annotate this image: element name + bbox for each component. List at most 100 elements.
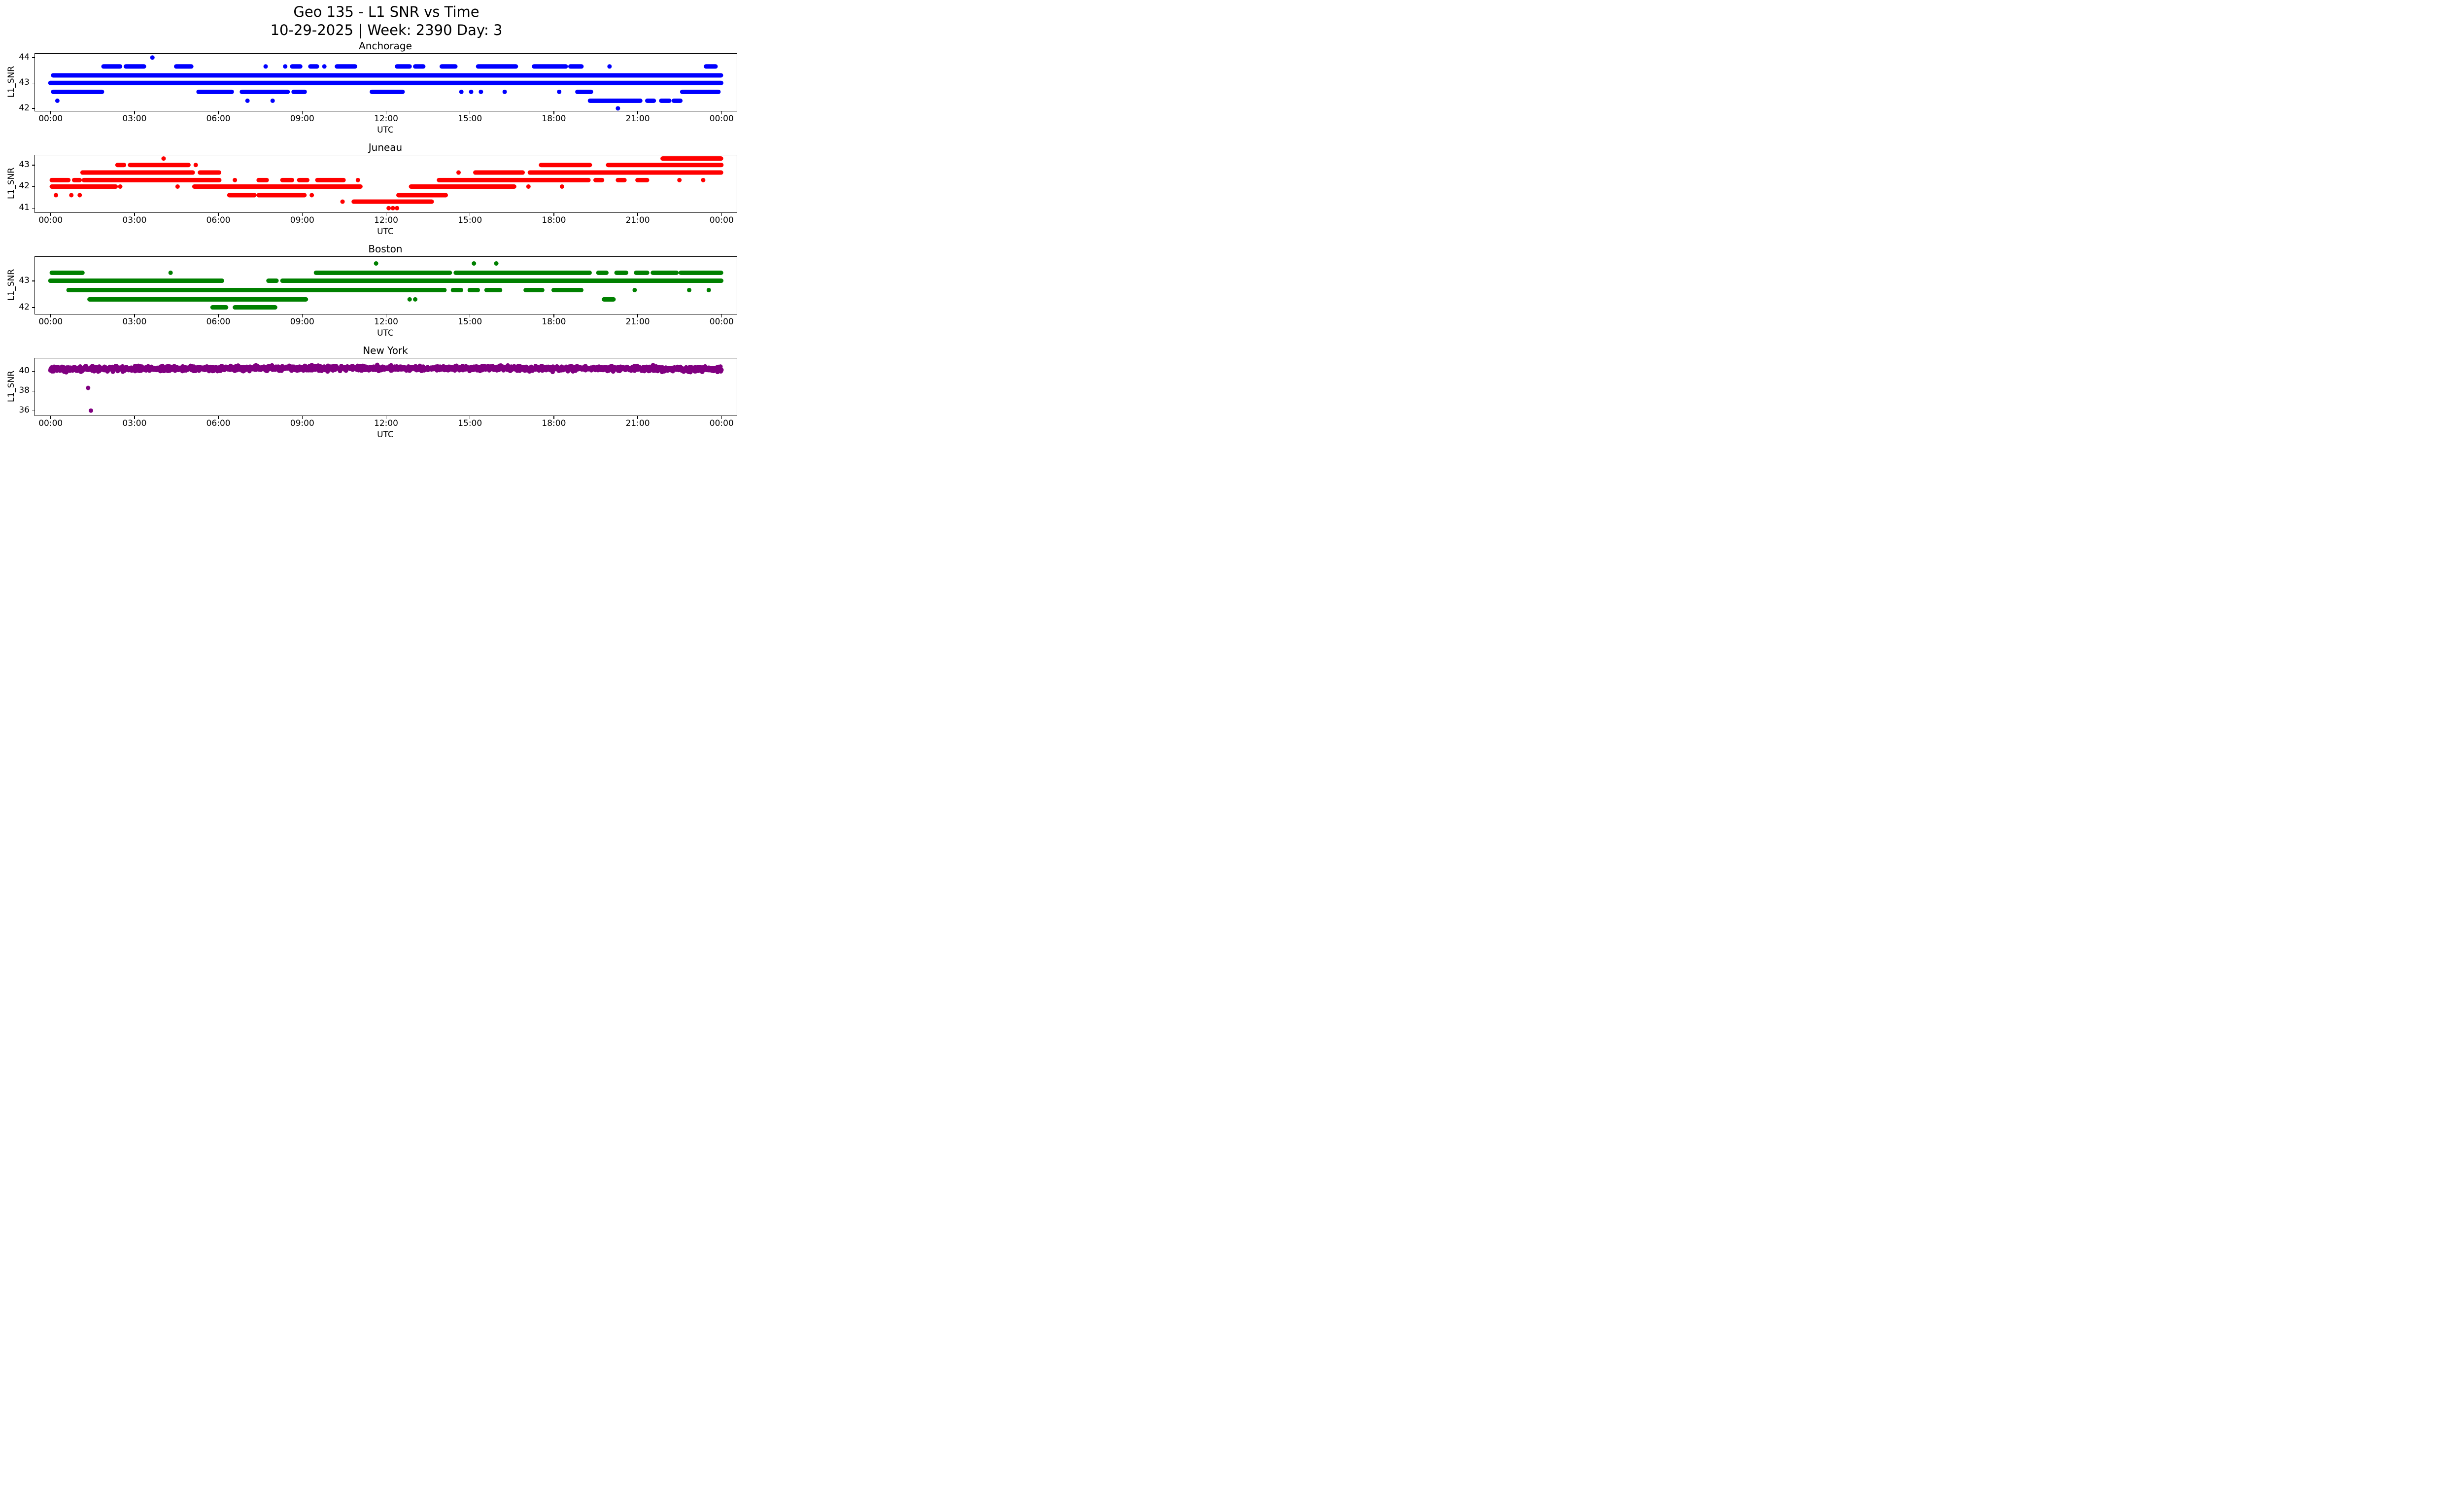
- y-tick-label: 44: [19, 52, 30, 62]
- y-tick-mark: [32, 371, 35, 372]
- x-tick-label: 00:00: [709, 215, 734, 225]
- x-tick-mark: [637, 212, 638, 216]
- x-tick-label: 03:00: [122, 418, 147, 428]
- y-tick-mark: [32, 390, 35, 391]
- x-tick-mark: [50, 212, 51, 216]
- x-tick-label: 18:00: [542, 317, 566, 327]
- subplots-container: Anchorage L1_SNR 42 43 44 00:00 03:00 06:00 09:0…: [0, 39, 773, 440]
- y-tick-mark: [32, 108, 35, 109]
- scatter-canvas-anchorage: [35, 54, 737, 111]
- x-tick-label: 00:00: [709, 114, 734, 124]
- x-tick-label: 06:00: [206, 317, 231, 327]
- subplot-juneau: Juneau L1_SNR 41 42 43 00:00 03:00 06:00 09:00 12…: [0, 141, 773, 237]
- plot-area-boston: [34, 256, 737, 314]
- x-tick-mark: [721, 314, 722, 317]
- x-tick-mark: [302, 416, 303, 419]
- scatter-canvas-new-york: [35, 358, 737, 416]
- x-tick-mark: [637, 314, 638, 317]
- x-tick-mark: [469, 314, 471, 317]
- x-tick-label: 15:00: [458, 114, 482, 124]
- x-tick-label: 00:00: [709, 317, 734, 327]
- x-tick-label: 09:00: [290, 114, 314, 124]
- x-tick-mark: [721, 416, 722, 419]
- x-tick-label: 03:00: [122, 114, 147, 124]
- y-tick-label: 42: [19, 302, 30, 312]
- plot-area-juneau: [34, 155, 737, 213]
- y-tick-label: 43: [19, 77, 30, 88]
- y-tick-label: 38: [19, 385, 30, 395]
- x-axis-label: UTC: [377, 227, 394, 237]
- x-tick-mark: [469, 416, 471, 419]
- x-tick-label: 03:00: [122, 317, 147, 327]
- plot-area-new-york: [34, 358, 737, 416]
- x-tick-label: 12:00: [374, 114, 398, 124]
- x-tick-mark: [218, 416, 219, 419]
- y-tick-mark: [32, 280, 35, 281]
- y-tick-mark: [32, 82, 35, 84]
- y-tick-label: 43: [19, 275, 30, 285]
- y-tick-mark: [32, 208, 35, 209]
- x-tick-mark: [218, 212, 219, 216]
- y-tick-mark: [32, 186, 35, 187]
- x-tick-label: 21:00: [625, 215, 650, 225]
- y-tick-mark: [32, 57, 35, 58]
- x-tick-label: 18:00: [542, 114, 566, 124]
- x-tick-mark: [637, 111, 638, 114]
- x-tick-label: 06:00: [206, 114, 231, 124]
- x-tick-mark: [553, 314, 554, 317]
- x-tick-mark: [50, 416, 51, 419]
- x-tick-label: 06:00: [206, 418, 231, 428]
- x-axis-label: UTC: [377, 328, 394, 338]
- x-tick-label: 21:00: [625, 317, 650, 327]
- figure: Geo 135 - L1 SNR vs Time 10-29-2025 | We…: [0, 0, 773, 449]
- subplot-title-boston: Boston: [368, 243, 403, 255]
- x-tick-label: 12:00: [374, 317, 398, 327]
- x-tick-label: 09:00: [290, 317, 314, 327]
- x-tick-mark: [134, 212, 135, 216]
- x-tick-label: 03:00: [122, 215, 147, 225]
- x-tick-label: 18:00: [542, 418, 566, 428]
- scatter-canvas-boston: [35, 257, 737, 314]
- y-tick-mark: [32, 165, 35, 166]
- y-tick-mark: [32, 410, 35, 411]
- x-tick-mark: [385, 212, 387, 216]
- x-tick-mark: [50, 111, 51, 114]
- x-tick-mark: [553, 416, 554, 419]
- x-tick-label: 00:00: [38, 114, 63, 124]
- x-tick-mark: [302, 212, 303, 216]
- x-tick-mark: [50, 314, 51, 317]
- figure-subtitle: 10-29-2025 | Week: 2390 Day: 3: [270, 22, 503, 38]
- x-tick-mark: [134, 111, 135, 114]
- x-tick-label: 21:00: [625, 418, 650, 428]
- x-tick-mark: [385, 314, 387, 317]
- y-tick-label: 36: [19, 405, 30, 415]
- subplot-anchorage: Anchorage L1_SNR 42 43 44 00:00 03:00 06:00 09:0…: [0, 39, 773, 135]
- x-axis-label: UTC: [377, 125, 394, 135]
- x-tick-label: 12:00: [374, 418, 398, 428]
- x-axis-label: UTC: [377, 430, 394, 440]
- x-tick-mark: [637, 416, 638, 419]
- y-tick-label: 41: [19, 203, 30, 213]
- x-tick-mark: [302, 111, 303, 114]
- x-tick-mark: [385, 111, 387, 114]
- x-tick-mark: [553, 212, 554, 216]
- x-tick-label: 21:00: [625, 114, 650, 124]
- subplot-title-anchorage: Anchorage: [359, 40, 412, 52]
- x-tick-label: 00:00: [38, 418, 63, 428]
- x-tick-mark: [218, 314, 219, 317]
- x-tick-label: 18:00: [542, 215, 566, 225]
- x-tick-label: 15:00: [458, 317, 482, 327]
- subplot-boston: Boston L1_SNR 42 43 00:00 03:00 06:00 09:00 12:0…: [0, 243, 773, 338]
- x-tick-label: 15:00: [458, 418, 482, 428]
- x-tick-label: 06:00: [206, 215, 231, 225]
- subplot-title-new-york: New York: [363, 345, 408, 356]
- x-tick-mark: [721, 111, 722, 114]
- x-tick-label: 12:00: [374, 215, 398, 225]
- x-tick-label: 00:00: [709, 418, 734, 428]
- x-tick-mark: [218, 111, 219, 114]
- y-tick-label: 42: [19, 181, 30, 191]
- y-tick-label: 42: [19, 103, 30, 113]
- x-tick-label: 00:00: [38, 317, 63, 327]
- x-tick-label: 15:00: [458, 215, 482, 225]
- figure-title: Geo 135 - L1 SNR vs Time: [293, 3, 479, 20]
